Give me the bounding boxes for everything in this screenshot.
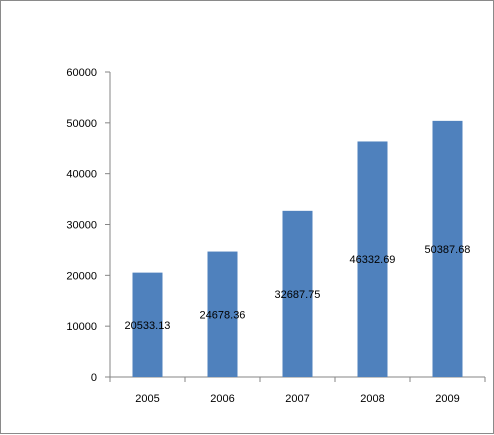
y-tick-label: 40000 [66, 169, 97, 181]
y-tick-label: 60000 [66, 67, 97, 79]
y-tick-label: 30000 [66, 220, 97, 232]
chart-bars [132, 120, 463, 378]
data-labels: 20533.13 24678.36 32687.75 46332.69 50387.68 [125, 244, 471, 332]
x-tick-label: 2005 [135, 393, 159, 405]
data-label-2009: 50387.68 [425, 244, 471, 256]
bar-2006 [207, 251, 238, 377]
x-tick-label: 2008 [360, 393, 384, 405]
bar-2009 [432, 120, 463, 378]
data-label-2008: 46332.69 [350, 254, 396, 266]
y-axis-ticks: 0 10000 20000 30000 40000 50000 60000 [66, 67, 110, 384]
y-tick-label: 0 [91, 372, 97, 384]
data-label-2007: 32687.75 [275, 289, 321, 301]
y-tick-label: 20000 [66, 270, 97, 282]
x-tick-label: 2007 [285, 393, 309, 405]
x-axis-ticks: 2005 2006 2007 2008 2009 [109, 377, 486, 405]
bar-2007 [282, 210, 313, 377]
y-tick-label: 10000 [66, 321, 97, 333]
x-tick-label: 2006 [210, 393, 234, 405]
y-tick-label: 50000 [66, 118, 97, 130]
data-label-2006: 24678.36 [200, 309, 246, 321]
x-tick-label: 2009 [435, 393, 459, 405]
data-label-2005: 20533.13 [125, 320, 171, 332]
bar-2008 [357, 141, 388, 377]
bar-2005 [132, 272, 163, 377]
